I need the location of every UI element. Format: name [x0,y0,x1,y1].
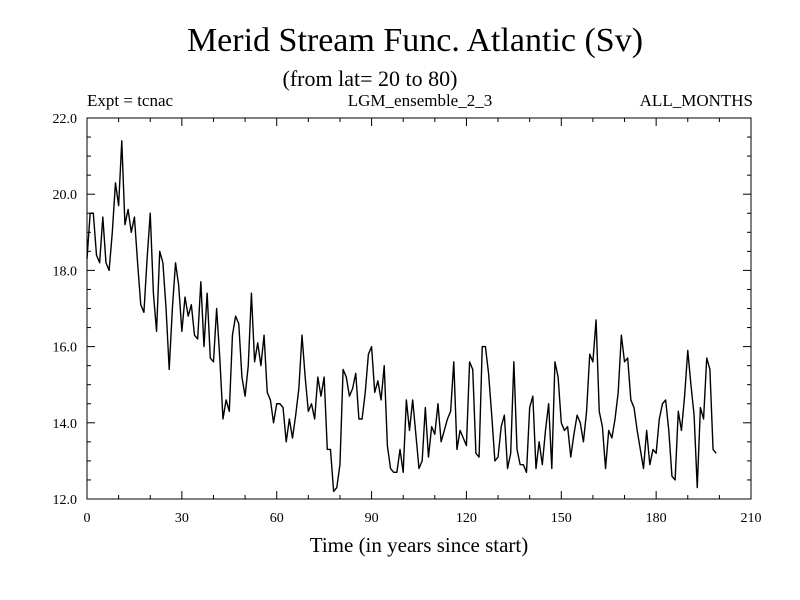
months-label: ALL_MONTHS [639,91,753,110]
ensemble-label: LGM_ensemble_2_3 [347,91,493,110]
x-tick-label: 180 [646,511,667,526]
x-tick-label: 90 [365,511,379,526]
y-tick-label: 20.0 [53,188,78,203]
series-line [86,140,717,493]
experiment-label: Expt = tcnac [87,91,174,110]
y-tick-label: 16.0 [53,341,78,356]
x-tick-label: 150 [551,511,572,526]
x-tick-label: 0 [84,511,91,526]
chart-title: Merid Stream Func. Atlantic (Sv) [186,22,644,59]
x-tick-label: 60 [270,511,284,526]
x-tick-label: 120 [456,511,477,526]
x-axis: 0 30 60 90 120 150 180 210 [84,118,762,526]
x-tick-label: 210 [741,511,762,526]
x-axis-title: Time (in years since start) [310,533,529,557]
y-tick-label: 12.0 [53,493,78,508]
y-axis: 12.0 14.0 16.0 18.0 20.0 22.0 [53,112,751,508]
y-tick-label: 14.0 [53,417,78,432]
chart-subtitle: (from lat= 20 to 80) [282,66,458,91]
x-tick-label: 30 [175,511,189,526]
y-tick-label: 18.0 [53,264,78,279]
y-tick-label: 22.0 [53,112,78,127]
